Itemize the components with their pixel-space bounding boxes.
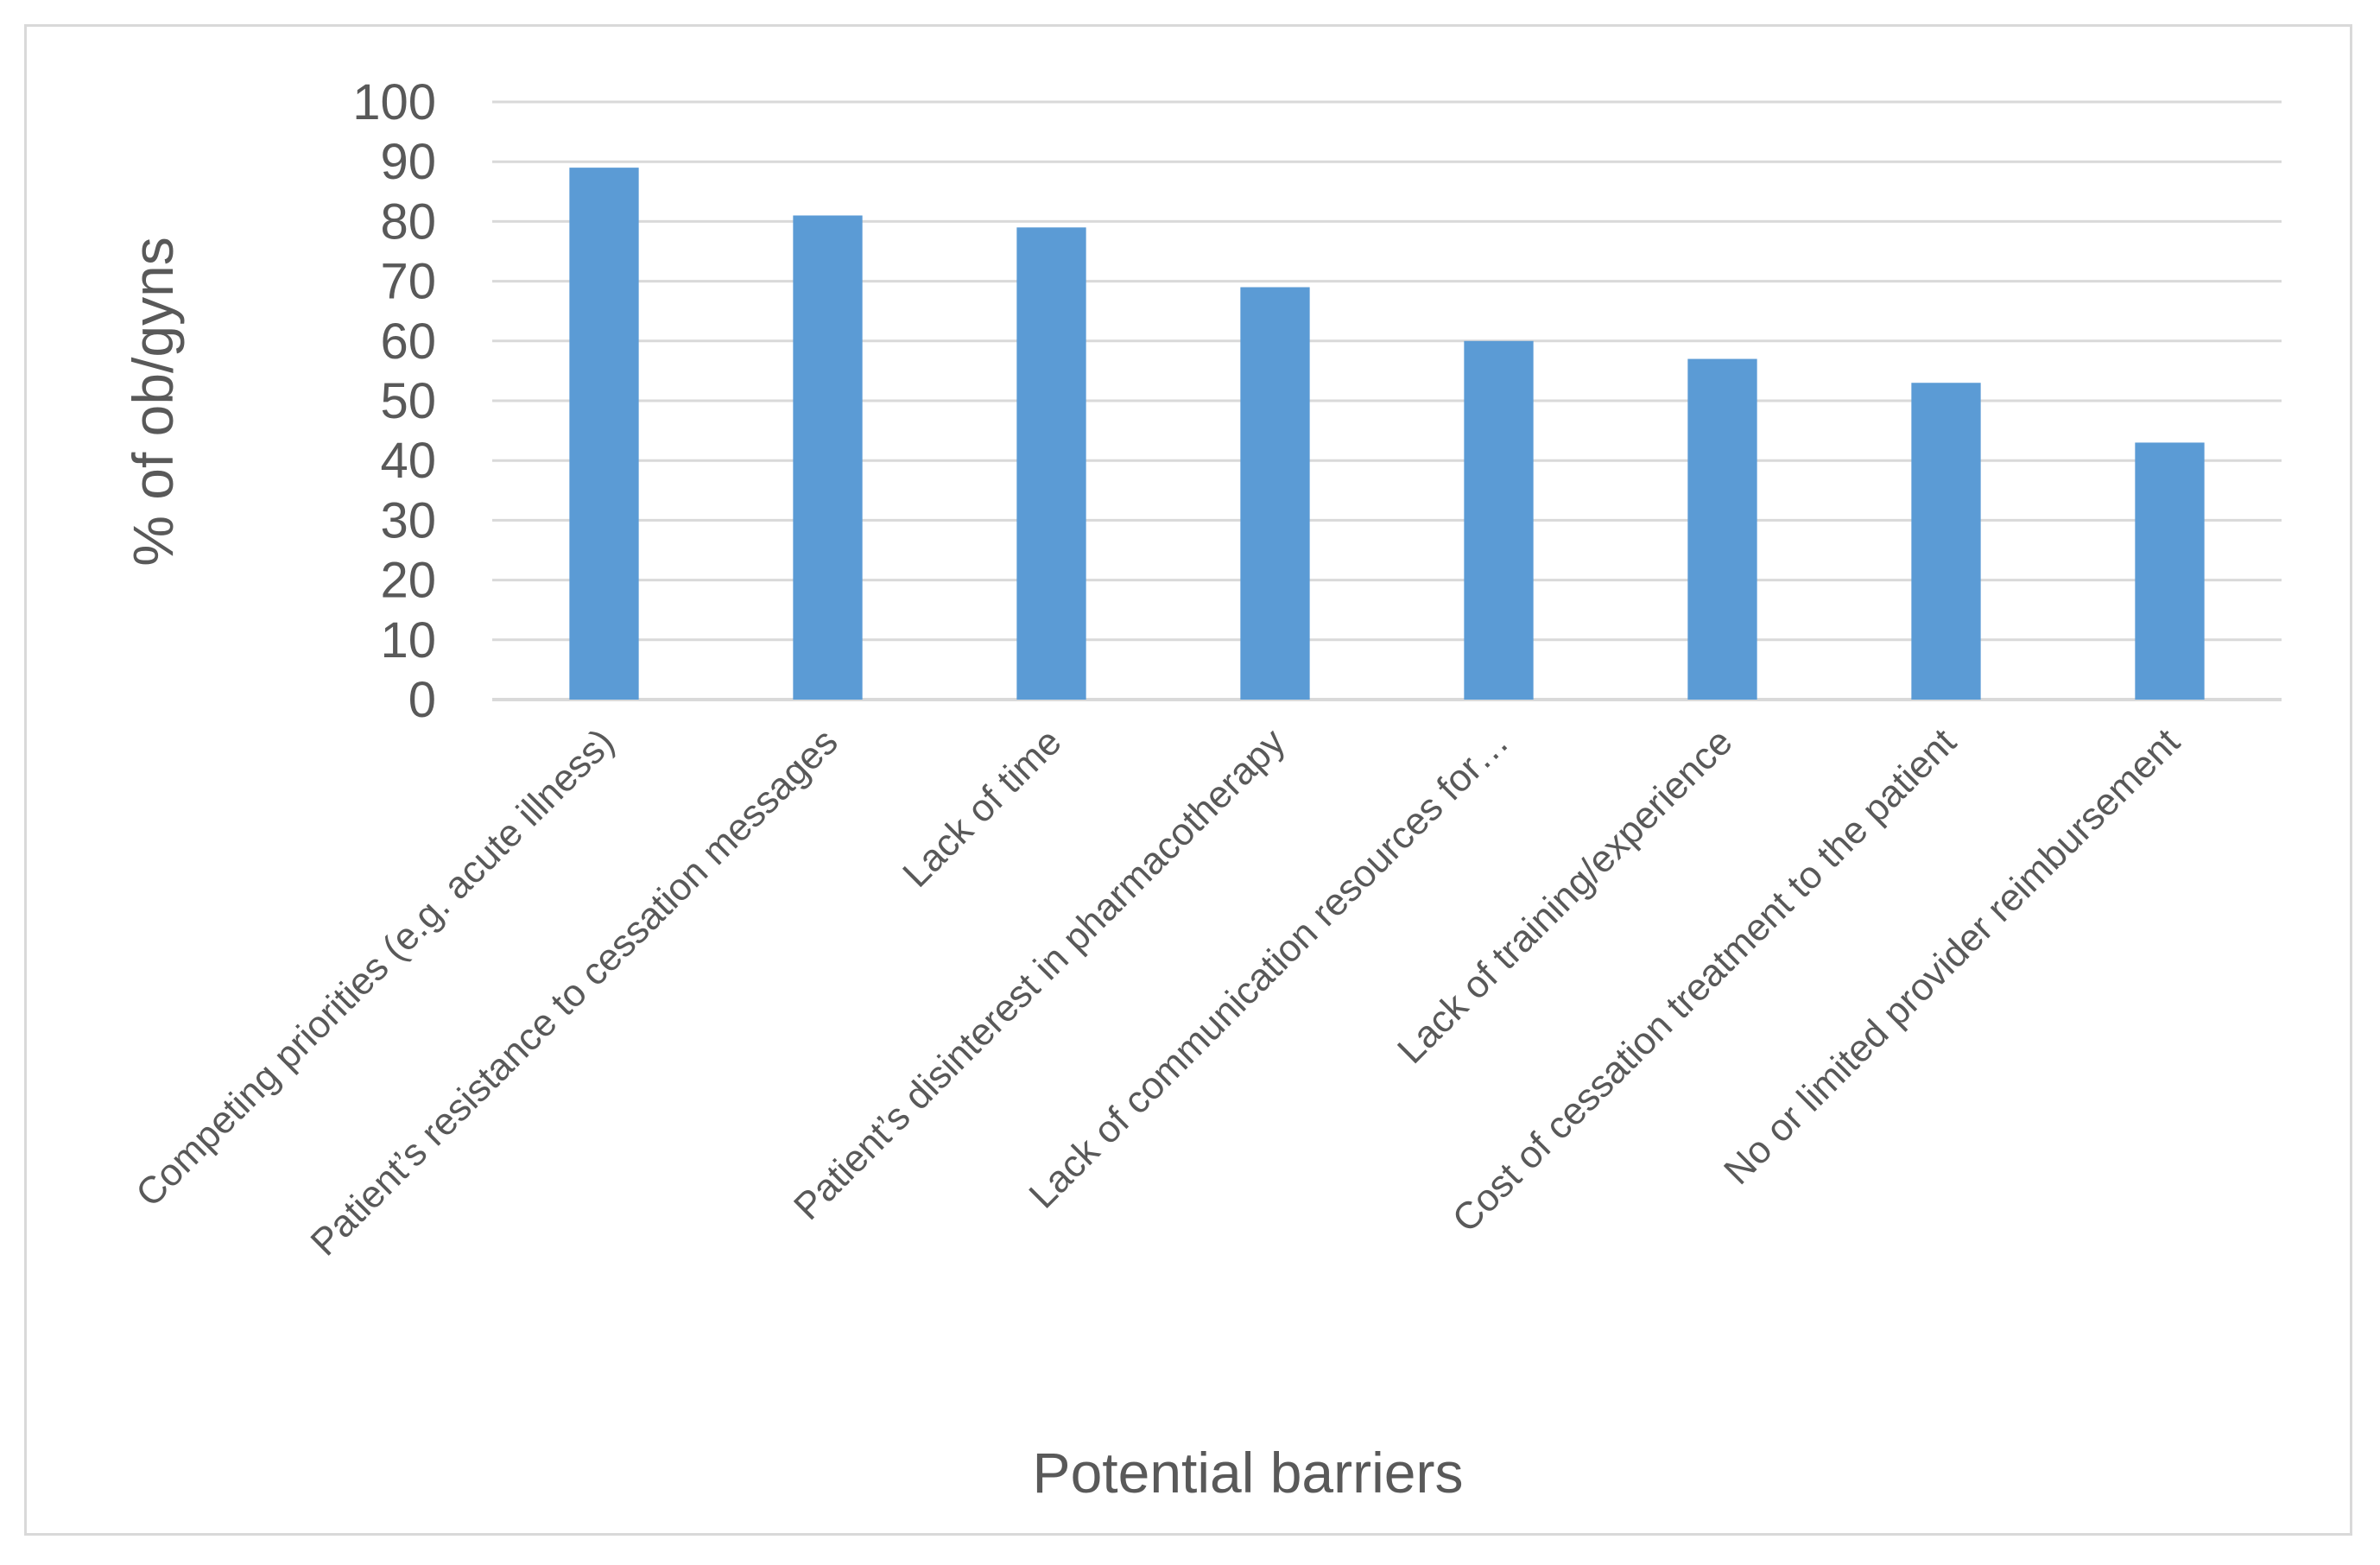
x-category-label: Competing priorities (e.g. acute illness… bbox=[128, 720, 622, 1214]
y-tick-label: 40 bbox=[380, 433, 436, 489]
bar bbox=[1464, 340, 1534, 700]
chart-frame bbox=[24, 24, 2352, 1536]
bar bbox=[1911, 383, 1981, 700]
x-category-label: Patient’s resistance to cessation messag… bbox=[303, 720, 846, 1264]
bar bbox=[793, 215, 863, 700]
x-category-label: Lack of time bbox=[895, 720, 1069, 895]
x-category-label: Patient’s disinterest in pharmacotherapy bbox=[786, 720, 1293, 1227]
x-axis-category-labels: Competing priorities (e.g. acute illness… bbox=[128, 720, 2187, 1264]
y-tick-label: 10 bbox=[380, 612, 436, 668]
y-tick-label: 60 bbox=[380, 314, 436, 370]
bar bbox=[2135, 442, 2205, 700]
y-tick-label: 0 bbox=[408, 672, 436, 728]
y-tick-label: 50 bbox=[380, 373, 436, 429]
x-axis-title: Potential barriers bbox=[1033, 1441, 1464, 1505]
y-axis-title: % of ob/gyns bbox=[121, 237, 185, 567]
y-tick-label: 70 bbox=[380, 254, 436, 310]
x-category-label: Lack of communication resources for… bbox=[1021, 720, 1516, 1216]
y-tick-label: 90 bbox=[380, 134, 436, 190]
y-tick-label: 100 bbox=[352, 74, 436, 130]
bars bbox=[569, 168, 2205, 700]
bar bbox=[1016, 227, 1086, 700]
bar bbox=[1687, 358, 1757, 700]
y-tick-label: 20 bbox=[380, 553, 436, 609]
x-category-label: No or limited provider reimbursement bbox=[1716, 720, 2187, 1192]
y-tick-label: 80 bbox=[380, 193, 436, 250]
gridlines bbox=[492, 100, 2282, 701]
y-tick-label: 30 bbox=[380, 492, 436, 548]
bar bbox=[1240, 287, 1310, 700]
x-category-label: Cost of cessation treatment to the patie… bbox=[1445, 720, 1965, 1240]
bar bbox=[569, 168, 639, 700]
